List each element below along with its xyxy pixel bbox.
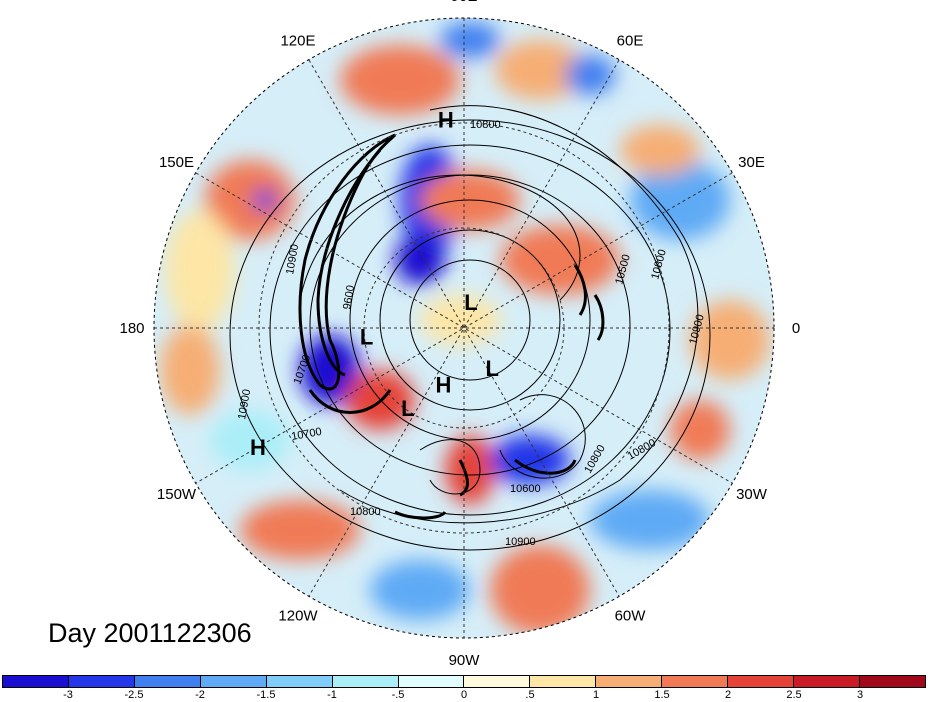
colorbar-swatch: [859, 676, 925, 687]
colorbar-tick-label: 3: [856, 689, 864, 701]
colorbar-tick-label: -.5: [391, 689, 405, 701]
colorbar-tick-label: -2.5: [124, 689, 144, 701]
colorbar-swatch: [200, 676, 267, 687]
contour-label: 10900: [236, 388, 253, 420]
colorbar-tick-label: 1: [592, 689, 600, 701]
colorbar-tick-label: 2.5: [786, 689, 802, 701]
colorbar-swatch: [530, 676, 597, 687]
colorbar-swatch: [398, 676, 465, 687]
longitude-label: 150E: [159, 154, 194, 171]
longitude-label: 0: [792, 320, 800, 337]
colorbar: -3 -2.5 -2 -1.5 -1 -.5 0 .5 1 1.5 2 2.5 3: [0, 675, 928, 702]
graticule-lines: [154, 18, 774, 638]
longitude-label: 90E: [451, 0, 478, 5]
contour-label: 10900: [505, 536, 536, 548]
colorbar-tick-label: 1.5: [654, 689, 670, 701]
map-boundary: [153, 17, 775, 639]
contour-label: 10600: [510, 483, 541, 495]
high-pressure-label: H: [438, 108, 454, 133]
contour-label: 10900: [284, 243, 301, 275]
contour-label: 10800: [470, 119, 501, 131]
colorbar-tick-label: .5: [525, 689, 535, 701]
longitude-label: 120E: [280, 33, 315, 50]
longitude-label: 120W: [278, 608, 318, 625]
contour-label: 10700: [290, 426, 322, 443]
colorbar-swatch: [728, 676, 795, 687]
colorbar-tick-label: -1: [327, 689, 337, 701]
longitude-label: 30W: [736, 486, 768, 503]
colorbar-swatches: [2, 675, 926, 688]
low-pressure-label: L: [401, 396, 414, 421]
polar-stereographic-map: 90E 60E 30E 0 30W 60W 90W 120W 150W 180 150E 120E 1…: [119, 0, 800, 669]
longitude-label: 60E: [617, 33, 644, 50]
longitude-label: 90W: [449, 652, 481, 669]
date-label: Day 2001122306: [48, 618, 252, 648]
longitude-label: 30E: [738, 154, 765, 171]
colorbar-tick-label: 0: [460, 689, 468, 701]
colorbar-swatch: [464, 676, 531, 687]
colorbar-tick-label: 2: [724, 689, 732, 701]
contour-label: 10800: [350, 506, 381, 518]
colorbar-swatch: [332, 676, 399, 687]
colorbar-tick-label: -2: [195, 689, 205, 701]
colorbar-swatch: [266, 676, 333, 687]
colorbar-swatch: [134, 676, 201, 687]
colorbar-tick-label: -1.5: [256, 689, 276, 701]
high-pressure-label: H: [250, 435, 266, 460]
anomaly-blobs: [160, 22, 770, 635]
colorbar-tick-label: -3: [63, 689, 73, 701]
longitude-label: 150W: [157, 486, 197, 503]
jet-stream-contours: [298, 133, 605, 520]
longitude-labels: 90E 60E 30E 0 30W 60W 90W 120W 150W 180 150E 120E: [119, 0, 800, 669]
longitude-label: 60W: [615, 608, 647, 625]
contour-label: 9600: [341, 284, 357, 310]
low-pressure-label: L: [485, 356, 498, 381]
low-pressure-label: L: [360, 325, 373, 350]
low-pressure-label: L: [464, 290, 477, 315]
longitude-label: 180: [119, 320, 144, 337]
colorbar-swatch: [3, 676, 69, 687]
high-pressure-label: H: [435, 373, 451, 398]
colorbar-swatch: [596, 676, 663, 687]
colorbar-swatch: [68, 676, 135, 687]
colorbar-swatch: [794, 676, 860, 687]
colorbar-swatch: [662, 676, 729, 687]
